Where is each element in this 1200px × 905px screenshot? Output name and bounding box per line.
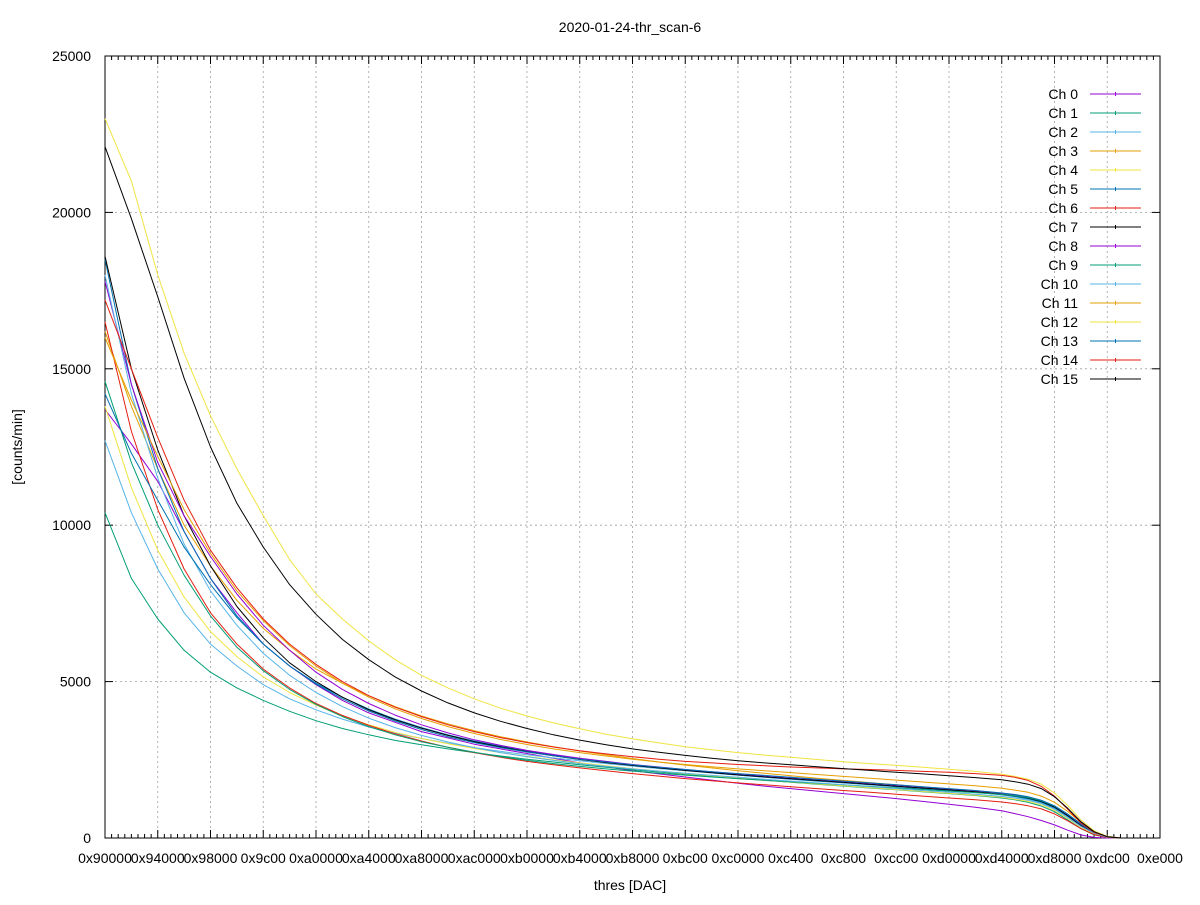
axes-layer: 0x90000 0x94000 0x98000 0x9c00 0xa0000 0xa400…	[52, 48, 1183, 866]
x-tick-label: 0xa8000	[395, 850, 449, 866]
x-axis-label: thres [DAC]	[594, 877, 666, 893]
legend-label: Ch 5	[1048, 181, 1078, 197]
x-tick-label: 0xd0000	[922, 850, 976, 866]
legend-label: Ch 11	[1042, 295, 1079, 311]
x-tick-label: 0xe000	[1137, 850, 1183, 866]
series-line-ch-15	[104, 146, 1160, 839]
y-tick-label: 20000	[52, 204, 91, 220]
x-tick-label: 0xc400	[768, 850, 813, 866]
legend-label: Ch 14	[1041, 352, 1079, 368]
series-line-ch-10	[104, 274, 1160, 839]
grid-layer	[105, 56, 1160, 838]
x-tick-label: 0xbc00	[663, 850, 708, 866]
x-tick-label: 0xd8000	[1028, 850, 1082, 866]
series-line-ch-7	[104, 256, 1160, 839]
series-layer	[104, 118, 1160, 839]
x-tick-label: 0xc800	[821, 850, 866, 866]
series-line-ch-11	[104, 337, 1160, 839]
series-line-ch-12	[104, 118, 1160, 839]
legend-label: Ch 8	[1048, 238, 1078, 254]
x-tick-label: 0x98000	[184, 850, 238, 866]
legend-label: Ch 10	[1041, 276, 1079, 292]
x-tick-label: 0xac000	[448, 850, 501, 866]
y-tick-label: 10000	[52, 517, 91, 533]
chart-title: 2020-01-24-thr_scan-6	[559, 19, 702, 35]
x-tick-label: 0xa4000	[342, 850, 396, 866]
x-tick-label: 0xcc00	[874, 850, 919, 866]
legend-label: Ch 7	[1048, 219, 1078, 235]
legend-label: Ch 3	[1048, 143, 1078, 159]
series-line-ch-6	[104, 321, 1160, 839]
legend-label: Ch 15	[1041, 371, 1079, 387]
legend-label: Ch 9	[1048, 257, 1078, 273]
legend-label: Ch 0	[1048, 86, 1078, 102]
series-line-ch-1	[104, 512, 1160, 839]
x-tick-label: 0xb0000	[500, 850, 554, 866]
y-axis-label: [counts/min]	[9, 409, 25, 484]
y-tick-label: 15000	[52, 361, 91, 377]
legend-label: Ch 1	[1048, 105, 1078, 121]
y-tick-label: 5000	[60, 674, 91, 690]
x-tick-label: 0x9c00	[241, 850, 286, 866]
x-tick-label: 0xd4000	[975, 850, 1029, 866]
legend-label: Ch 6	[1048, 200, 1078, 216]
legend: Ch 0 Ch 1 Ch 2 Ch 3 Ch 4 Ch 5 Ch 6 Ch 7 Ch 8 Ch 9…	[1041, 86, 1141, 387]
x-tick-label: 0x90000	[78, 850, 132, 866]
legend-label: Ch 2	[1048, 124, 1078, 140]
x-tick-label: 0xb4000	[553, 850, 607, 866]
x-tick-label: 0x94000	[131, 850, 185, 866]
x-tick-label: 0xb8000	[606, 850, 660, 866]
x-tick-label: 0xdc00	[1085, 850, 1130, 866]
x-tick-label: 0xa0000	[289, 850, 343, 866]
y-tick-label: 25000	[52, 48, 91, 64]
legend-label: Ch 12	[1041, 314, 1079, 330]
series-line-ch-2	[104, 440, 1160, 839]
x-tick-label: 0xc0000	[712, 850, 765, 866]
legend-label: Ch 13	[1041, 333, 1079, 349]
legend-label: Ch 4	[1048, 162, 1078, 178]
series-line-ch-8	[104, 281, 1160, 839]
series-line-ch-13	[104, 393, 1160, 839]
y-tick-label: 0	[83, 830, 91, 846]
